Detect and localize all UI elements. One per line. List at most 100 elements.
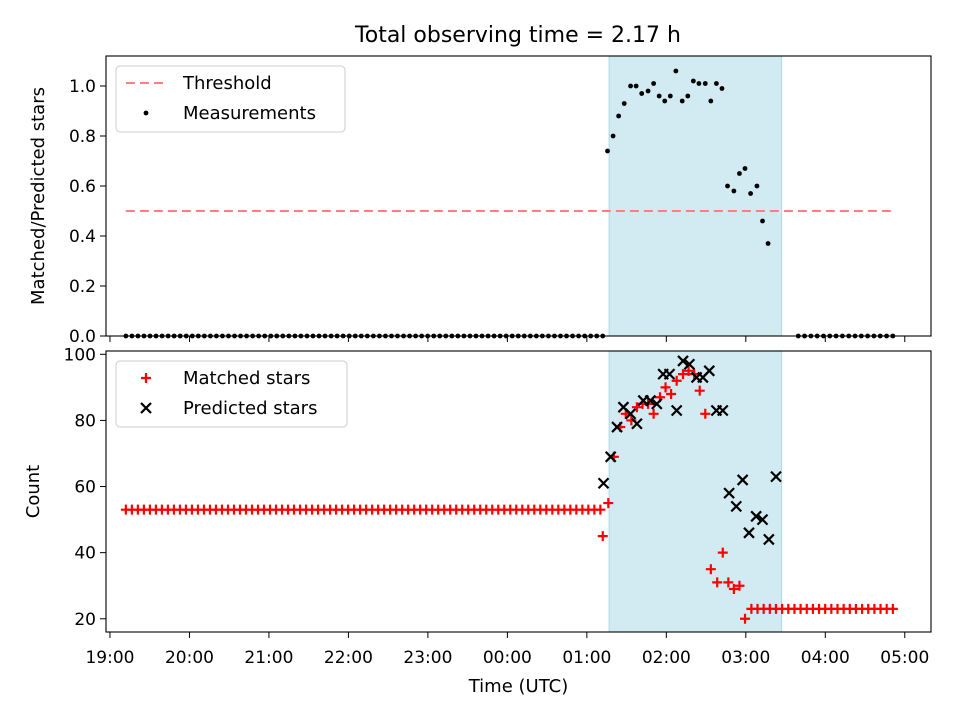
ratio-panel: 0.0 0.2 0.4 0.6 0.8 1.0 Matched/Predicted star… xyxy=(28,55,932,347)
legend: Matched stars Predicted stars xyxy=(115,360,348,428)
data-point xyxy=(683,365,694,376)
data-point xyxy=(723,577,734,588)
data-point xyxy=(740,613,751,624)
legend-frame xyxy=(115,360,348,428)
data-point xyxy=(616,113,622,119)
x-tick-label: 21:00 xyxy=(244,648,293,668)
data-point xyxy=(696,81,702,86)
x-tick-label: 04:00 xyxy=(801,648,850,668)
data-point xyxy=(743,527,755,539)
data-point xyxy=(731,188,737,194)
data-point xyxy=(750,510,762,523)
x-axis-label: Time (UTC) xyxy=(468,676,569,697)
data-point xyxy=(644,394,657,407)
x-tick-label: 23:00 xyxy=(403,648,452,668)
data-point xyxy=(694,385,705,396)
x-tick-label: 19:00 xyxy=(85,648,134,668)
series-plus xyxy=(120,365,898,624)
data-point xyxy=(597,531,608,542)
y-tick-label: 0.6 xyxy=(69,177,96,197)
data-point xyxy=(670,404,683,417)
data-point xyxy=(603,498,614,509)
y-axis-label: Matched/Predicted stars xyxy=(28,87,49,305)
data-point xyxy=(656,93,662,99)
data-point xyxy=(714,81,719,86)
y-axis-label: Count xyxy=(23,465,44,518)
legend-label: Predicted stars xyxy=(183,398,317,419)
data-point xyxy=(628,83,633,89)
data-point xyxy=(770,470,782,483)
data-point xyxy=(673,68,679,74)
data-point xyxy=(703,365,716,377)
data-point xyxy=(690,78,696,84)
data-point xyxy=(760,218,765,224)
x-tick-label: 03:00 xyxy=(721,648,770,668)
y-tick-label: 100 xyxy=(64,345,96,365)
data-point xyxy=(639,91,645,96)
data-point xyxy=(645,88,651,94)
observing-window xyxy=(608,55,783,337)
legend-frame xyxy=(115,65,346,133)
data-point xyxy=(678,369,689,380)
data-point xyxy=(140,402,152,414)
x-tick-label: 01:00 xyxy=(562,648,611,668)
data-point xyxy=(648,408,659,419)
axes-frame xyxy=(105,55,932,337)
data-point xyxy=(700,408,711,419)
data-point xyxy=(708,98,714,104)
data-point xyxy=(611,421,623,433)
data-point xyxy=(725,183,730,189)
y-tick-label: 60 xyxy=(74,478,96,498)
data-point xyxy=(748,191,753,196)
data-point xyxy=(737,171,742,176)
axes-frame xyxy=(105,350,932,633)
data-point xyxy=(651,398,663,410)
data-point xyxy=(610,133,616,139)
y-tick-label: 1.0 xyxy=(69,77,96,97)
data-point xyxy=(141,373,151,383)
data-point xyxy=(143,110,149,116)
data-point xyxy=(734,580,745,591)
legend-label: Threshold xyxy=(182,73,272,94)
data-point xyxy=(633,83,639,89)
data-point xyxy=(663,368,676,380)
data-point xyxy=(712,577,723,588)
data-point xyxy=(728,584,739,595)
data-point xyxy=(660,382,671,393)
data-point xyxy=(683,358,696,371)
data-point xyxy=(662,98,668,104)
data-point xyxy=(666,388,677,399)
data-point xyxy=(756,513,769,526)
y-tick-label: 40 xyxy=(74,544,96,564)
y-tick-label: 0.8 xyxy=(69,127,96,147)
y-tick-label: 80 xyxy=(74,411,96,431)
x-tick-label: 22:00 xyxy=(324,648,373,668)
data-point xyxy=(677,355,689,367)
series-cross xyxy=(597,355,782,546)
data-point xyxy=(702,81,708,86)
data-point xyxy=(765,241,771,246)
data-point xyxy=(754,183,760,189)
count-panel: 20 40 60 80 100 19:00 20:00 21:00 22:00 23:00 00:0… xyxy=(23,345,932,697)
data-point xyxy=(763,533,775,546)
data-point xyxy=(742,166,748,171)
data-point xyxy=(887,603,898,614)
data-point xyxy=(597,477,610,490)
data-point xyxy=(716,404,729,417)
legend: Threshold Measurements xyxy=(115,65,346,133)
y-tick-label: 0.2 xyxy=(69,277,96,297)
legend-label: Measurements xyxy=(183,103,316,124)
data-point xyxy=(595,504,606,515)
data-point xyxy=(605,148,610,154)
y-tick-label: 20 xyxy=(74,610,96,630)
legend-label: Matched stars xyxy=(183,368,310,389)
data-point xyxy=(723,487,735,499)
observing-window xyxy=(608,350,783,633)
data-point xyxy=(679,98,685,104)
y-tick-label: 0.4 xyxy=(69,227,96,247)
data-point xyxy=(705,564,716,575)
x-tick-label: 20:00 xyxy=(165,648,214,668)
data-point xyxy=(719,86,725,91)
data-point xyxy=(651,81,657,86)
